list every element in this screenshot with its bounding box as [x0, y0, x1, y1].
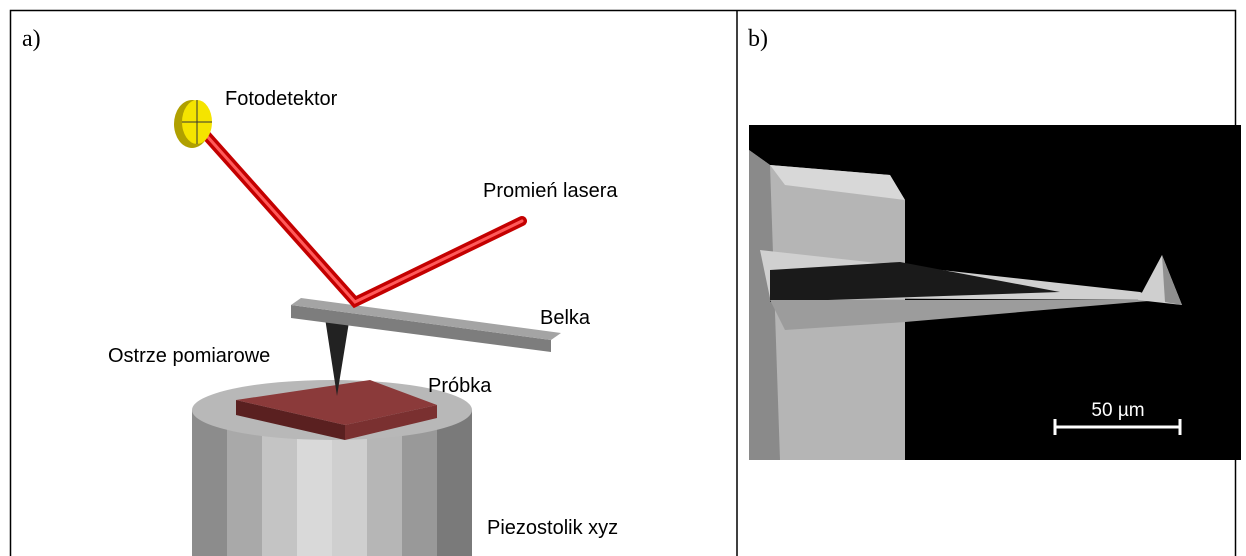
scale-bar-label: 50 µm — [1091, 400, 1144, 421]
annotation: Ostrze pomiarowe — [108, 345, 270, 367]
page: a) b) Fotodetektor Promień lasera Belka — [0, 0, 1246, 556]
figure: a) b) Fotodetektor Promień lasera Belka — [0, 0, 1246, 556]
annotation: Fotodetektor — [225, 88, 338, 110]
annotation: Próbka — [428, 375, 492, 397]
annotation: Belka — [540, 307, 591, 329]
laser-beam — [198, 126, 522, 302]
annotation: Piezostolik xyz — [487, 517, 618, 539]
panel-label: b) — [748, 26, 768, 52]
annotation: Promień lasera — [483, 180, 618, 202]
sem-image: 50 µm — [749, 125, 1241, 460]
panel-label: a) — [22, 26, 41, 52]
